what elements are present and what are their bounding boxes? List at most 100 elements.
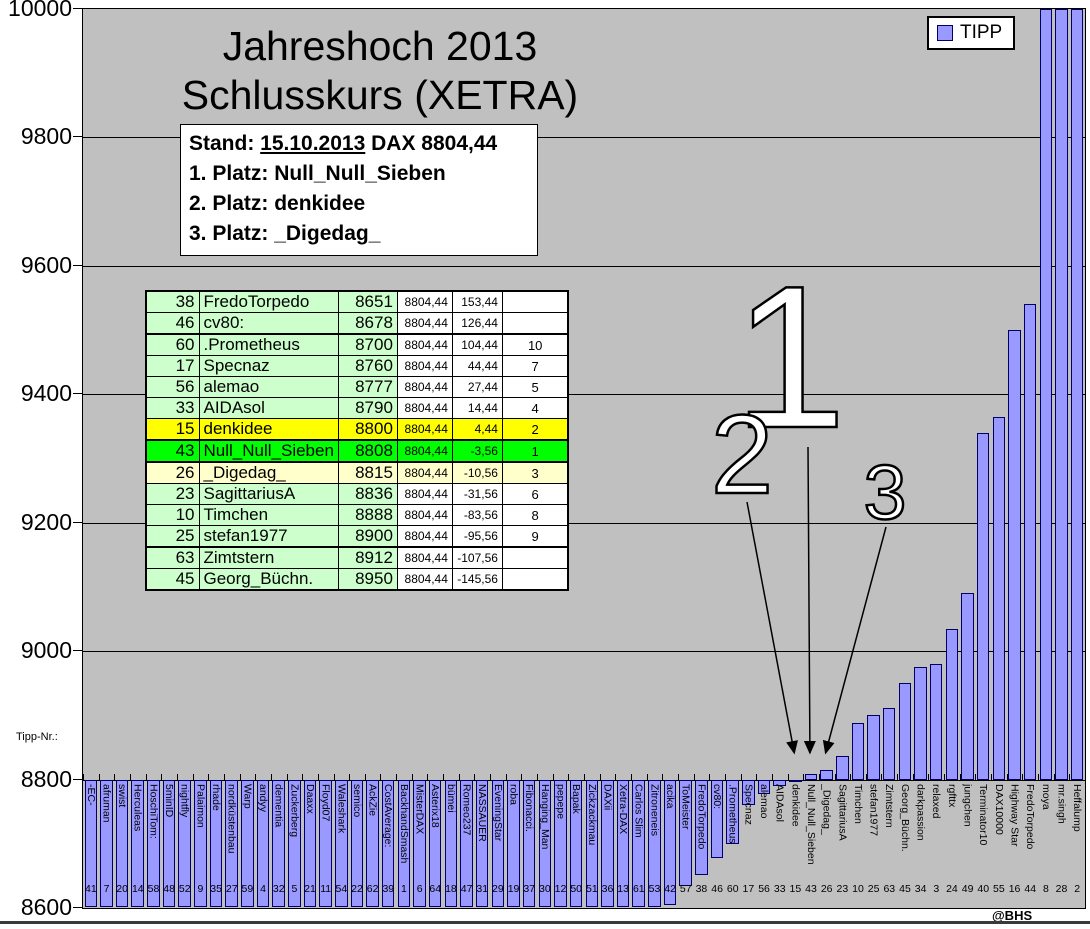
bar-label-Fibonacci.: Fibonacci. <box>523 783 536 832</box>
tipp-nr-47: 47 <box>460 883 473 895</box>
category-tick <box>897 773 899 781</box>
table-row-FredoTorpedo: 38 FredoTorpedo 8651 8804,44 153,44 <box>145 290 569 313</box>
cell-nr: 23 <box>145 483 200 505</box>
cell-dax: 8804,44 <box>396 568 453 591</box>
bar-Zimtstern <box>882 707 896 780</box>
category-tick <box>693 773 695 781</box>
tipp-nr-4: 4 <box>260 883 266 895</box>
category-tick <box>646 773 648 781</box>
category-tick <box>145 773 147 781</box>
cell-name: FredoTorpedo <box>198 290 339 313</box>
chart-title-line2: Schlusskurs (XETRA) <box>181 72 579 118</box>
cell-name: _Digedag_ <box>198 461 339 484</box>
bar-label-Waleshark: Waleshark <box>335 783 348 833</box>
tipp-nr-57: 57 <box>679 883 692 895</box>
bar-label-EveningStar: EveningStar <box>491 783 504 841</box>
bar-label-Bapak: Bapak <box>570 783 583 814</box>
y-axis-tick <box>73 907 82 908</box>
tipp-nr-42: 42 <box>664 883 676 895</box>
credit-text: @BHS <box>992 908 1033 923</box>
legend-label: TIPP <box>960 22 1003 43</box>
tipp-nr-62: 62 <box>366 883 379 895</box>
bar-_Digedag_ <box>820 769 833 780</box>
tipp-nr-44: 44 <box>1024 883 1037 895</box>
bar-pepepe <box>554 779 567 907</box>
category-tick <box>270 773 272 781</box>
category-tick <box>865 773 867 781</box>
cell-rank: 8 <box>501 504 569 526</box>
cell-tipp: 8888 <box>337 504 398 526</box>
tipp-nr-54: 54 <box>335 883 348 895</box>
bar-Timchen <box>851 723 865 780</box>
bar-Terminator10 <box>976 432 990 780</box>
bar-label-BackhandSmash: BackhandSmash <box>397 783 410 863</box>
y-axis-label-9800: 9800 <box>20 123 72 150</box>
cell-tipp: 8900 <box>337 525 398 548</box>
table-row-.Prometheus: 60 .Prometheus 8700 8804,44 104,44 10 <box>145 333 569 356</box>
cell-nr: 33 <box>145 397 200 419</box>
bar-label-afruman: afruman <box>100 783 113 823</box>
cell-diff: -10,56 <box>451 461 503 484</box>
tipp-nr-1: 1 <box>401 883 407 895</box>
bar-Xetra-DAX <box>616 779 630 907</box>
category-tick <box>630 773 632 781</box>
bar-label-jungchen: jungchen <box>961 783 974 827</box>
category-tick <box>991 773 993 781</box>
tipp-nr-58: 58 <box>147 883 160 895</box>
table-row-Georg_Büchn.: 45 Georg_Büchn. 8950 8804,44 -145,56 <box>145 568 569 591</box>
cell-nr: 25 <box>145 525 200 548</box>
tipp-nr-8: 8 <box>1042 883 1049 895</box>
cell-tipp: 8950 <box>337 568 398 591</box>
y-axis-tick <box>73 778 82 780</box>
cell-name: stefan1977 <box>198 525 339 548</box>
bar-Heffalump <box>1070 9 1084 780</box>
cell-diff: 126,44 <box>451 312 503 335</box>
tipp-nr-35: 35 <box>210 883 222 895</box>
cell-name: Zimtstern <box>198 546 339 569</box>
platz-2: 2. Platz: denkidee <box>189 192 366 215</box>
gridline-9800 <box>83 137 1085 139</box>
category-tick <box>1069 773 1071 781</box>
tipp-nr-33: 33 <box>773 883 786 895</box>
category-tick <box>411 773 413 781</box>
bar-label-Terminator10: Terminator10 <box>977 783 990 845</box>
bar-label-Null_Null_Sieben: Null_Null_Sieben <box>804 783 817 865</box>
tipp-nr-34: 34 <box>914 883 927 895</box>
bar-label-Heffalump: Heffalump <box>1071 783 1084 832</box>
bar-label-AckZie: AckZie <box>366 783 379 816</box>
tipp-nr-axis-label: Tipp-Nr.: <box>16 731 58 743</box>
cell-rank: 6 <box>501 483 569 505</box>
tipp-nr-10: 10 <box>852 883 864 895</box>
bar-stefan1977 <box>867 715 880 780</box>
chart-title-line1: Jahreshoch 2013 <box>222 23 538 69</box>
bar-Specnaz <box>742 779 755 806</box>
cell-name: AIDAsol <box>198 397 339 419</box>
bar--EC- <box>84 779 97 907</box>
bar-label-darkpassion: darkpassion <box>914 783 927 841</box>
cell-name: Georg_Büchn. <box>198 568 339 591</box>
bar-label-FredoTorpedo: FredoTorpedo <box>695 783 708 849</box>
cell-tipp: 8808 <box>337 439 398 463</box>
cell-nr: 26 <box>145 461 200 484</box>
bar-Daaxx <box>303 779 317 907</box>
category-tick <box>803 773 805 781</box>
cell-rank: 7 <box>501 355 569 377</box>
cell-diff: -107,56 <box>451 546 503 569</box>
category-tick <box>599 773 601 781</box>
tipp-nr-48: 48 <box>163 883 175 895</box>
tipp-nr-11: 11 <box>320 883 332 895</box>
category-tick <box>1006 773 1008 781</box>
bar-Romeo237 <box>460 779 473 907</box>
bar-roba <box>507 779 520 907</box>
category-tick <box>255 773 257 781</box>
bar-CostAverage: <box>381 779 395 907</box>
bar-label-Zitroneneis: Zitroneneis <box>648 783 661 836</box>
category-tick <box>98 773 100 781</box>
tipp-nr-13: 13 <box>617 883 629 895</box>
bar-Asterix18 <box>428 779 442 907</box>
dax-value: DAX 8804,44 <box>371 132 498 155</box>
cell-diff: 14,44 <box>451 397 503 419</box>
tipp-nr-23: 23 <box>836 883 849 895</box>
category-tick <box>458 773 460 781</box>
cell-dax: 8804,44 <box>396 439 453 463</box>
